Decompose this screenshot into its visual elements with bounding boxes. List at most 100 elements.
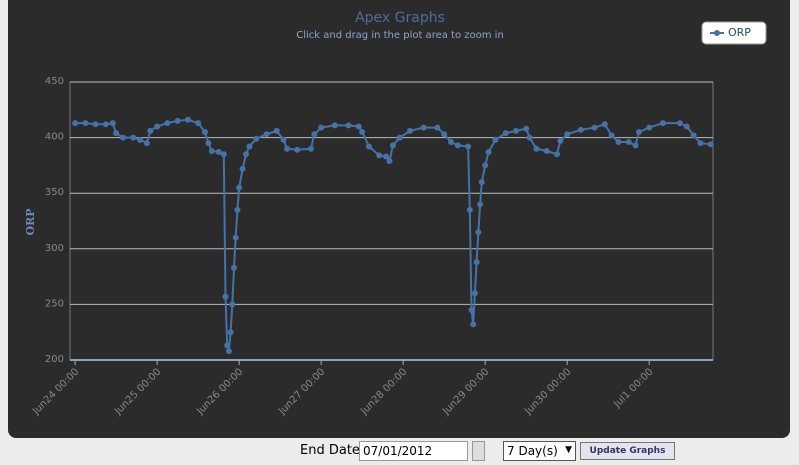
series-line <box>75 118 711 352</box>
update-button[interactable]: Update Graphs <box>580 442 675 460</box>
data-point <box>366 143 373 150</box>
x-tick-label: Jun28 00:00 <box>358 366 409 417</box>
x-tick-label: Jun27 00:00 <box>276 366 327 417</box>
data-point <box>502 130 509 137</box>
data-point <box>208 147 215 154</box>
data-point <box>625 139 632 146</box>
data-point <box>113 130 120 137</box>
data-point <box>224 342 231 349</box>
data-point <box>273 127 280 134</box>
x-tick-label: Jun26 00:00 <box>194 366 245 417</box>
data-point <box>154 123 161 130</box>
data-point <box>690 132 697 139</box>
data-point <box>492 136 499 143</box>
data-point <box>615 139 622 146</box>
data-point <box>473 259 480 266</box>
data-point <box>441 131 448 138</box>
chart-panel <box>8 0 790 438</box>
data-point <box>195 120 202 127</box>
data-point <box>376 152 383 159</box>
legend-box <box>701 21 767 45</box>
data-point <box>109 120 116 127</box>
data-point <box>485 149 492 156</box>
data-point <box>608 132 615 139</box>
data-point <box>543 147 550 154</box>
data-point <box>263 131 270 138</box>
data-point <box>482 162 489 169</box>
x-tick-label: Jun25 00:00 <box>112 366 163 417</box>
data-point <box>420 124 427 131</box>
data-point <box>659 120 666 127</box>
data-point <box>557 137 564 144</box>
legend-marker <box>714 30 720 36</box>
data-point <box>130 134 137 141</box>
data-point <box>407 127 414 134</box>
data-point <box>564 131 571 138</box>
chart: Apex Graphs Click and drag in the plot a… <box>24 10 767 418</box>
y-tick-label: 450 <box>45 76 64 87</box>
data-point <box>553 151 560 158</box>
data-point <box>318 124 325 131</box>
data-point <box>591 124 598 131</box>
data-point <box>470 321 477 328</box>
data-point <box>184 116 191 123</box>
data-point <box>533 145 540 152</box>
y-tick-label: 400 <box>45 132 64 143</box>
data-point <box>355 123 362 130</box>
data-point <box>697 140 704 147</box>
y-tick-label: 350 <box>45 187 64 198</box>
data-point <box>220 151 227 158</box>
data-point <box>164 120 171 127</box>
data-point <box>242 151 249 158</box>
data-point <box>676 120 683 127</box>
data-point <box>632 142 639 149</box>
x-tick-label: Jun29 00:00 <box>440 366 491 417</box>
calendar-button[interactable] <box>472 441 485 461</box>
data-point <box>294 146 301 153</box>
data-point <box>477 201 484 208</box>
data-point <box>396 134 403 141</box>
data-point <box>143 140 150 147</box>
data-point <box>526 134 533 141</box>
data-point <box>577 126 584 133</box>
end-date-input[interactable]: 07/01/2012 <box>359 441 468 461</box>
data-point <box>383 153 390 160</box>
data-point <box>92 121 99 128</box>
data-point <box>465 143 472 150</box>
data-point <box>454 142 461 149</box>
data-point <box>434 124 441 131</box>
y-tick-label: 300 <box>45 243 64 254</box>
x-tick-label: Jun24 00:00 <box>30 366 81 417</box>
data-point <box>225 348 232 355</box>
end-date-label: End Date <box>300 443 360 458</box>
data-point <box>72 120 79 127</box>
chart-subtitle: Click and drag in the plot area to zoom … <box>296 30 504 41</box>
y-tick-label: 250 <box>45 298 64 309</box>
data-point <box>239 165 246 172</box>
data-point <box>478 179 485 186</box>
data-point <box>119 134 126 141</box>
data-point <box>234 206 241 213</box>
data-point <box>231 264 238 271</box>
data-point <box>222 293 229 300</box>
data-point <box>102 121 109 128</box>
data-point <box>646 124 653 131</box>
data-point <box>174 117 181 124</box>
range-select[interactable]: 7 Day(s) ▼ <box>503 441 576 461</box>
legend: ORP <box>701 21 767 45</box>
data-point <box>280 136 287 143</box>
data-point <box>253 135 260 142</box>
data-point <box>345 122 352 129</box>
range-value: 7 Day(s) <box>507 444 558 458</box>
data-point <box>232 234 239 241</box>
data-point <box>215 149 222 156</box>
data-point <box>236 184 243 191</box>
data-point <box>331 122 338 129</box>
data-point <box>683 123 690 130</box>
data-point <box>311 131 318 138</box>
data-point <box>229 301 236 308</box>
data-point <box>386 157 393 164</box>
data-point <box>82 120 89 127</box>
data-point <box>147 127 154 134</box>
